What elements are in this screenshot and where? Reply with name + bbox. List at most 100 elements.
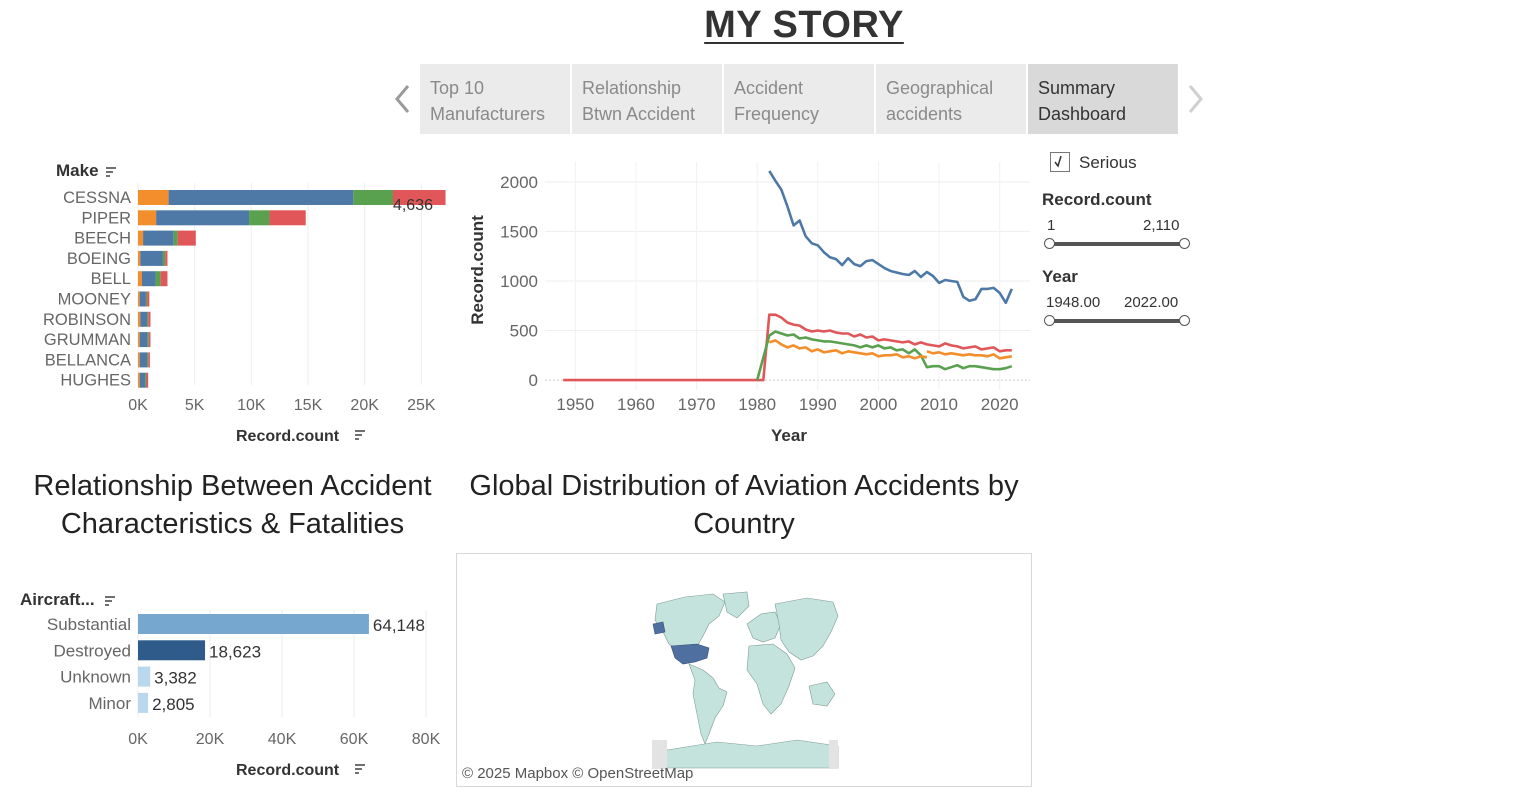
make-bar-segment <box>145 372 147 388</box>
south-america-landmass[interactable] <box>688 663 728 745</box>
damage-axis-header: Aircraft... <box>20 590 95 609</box>
line-series <box>768 170 1013 305</box>
damage-data-label: 64,148 <box>373 616 425 635</box>
line-x-tick-label: 2000 <box>860 395 898 414</box>
make-sort-icon <box>106 167 116 177</box>
make-bar-segment <box>138 291 140 307</box>
make-bar-segment <box>138 190 169 205</box>
make-bar-segment <box>139 291 146 307</box>
australia-landmass[interactable] <box>808 681 836 707</box>
story-tab-relationship[interactable]: Relationship Btwn Accident <box>572 64 722 134</box>
record-count-slider-max-handle[interactable] <box>1179 238 1190 249</box>
greenland-landmass[interactable] <box>722 591 750 619</box>
europe-landmass[interactable] <box>746 611 782 643</box>
relationship-sheet-title: Relationship Between Accident Characteri… <box>33 470 432 540</box>
story-title: MY STORY <box>704 4 904 46</box>
make-bar-segment <box>160 271 168 287</box>
make-bar-segment <box>140 311 148 327</box>
line-x-tick-label: 1950 <box>556 395 594 414</box>
tab-label-line2: Manufacturers <box>430 104 546 124</box>
make-bar-segment <box>156 210 250 226</box>
make-bar-segment <box>177 230 196 246</box>
year-slider-max-handle[interactable] <box>1179 315 1190 326</box>
make-axis-header: Make <box>56 161 99 180</box>
make-bar-segment <box>393 190 446 205</box>
damage-bar <box>138 640 206 661</box>
record-count-filter-max: 2,110 <box>1143 217 1180 234</box>
damage-data-label: 3,382 <box>154 669 197 688</box>
make-bar-segment <box>353 190 393 205</box>
make-x-tick-label: 25K <box>407 397 436 414</box>
make-category-label: BELLANCA <box>45 351 131 369</box>
damage-x-tick-label: 80K <box>412 731 441 748</box>
serious-checkbox[interactable] <box>1050 152 1070 172</box>
make-bar-segment <box>148 311 151 327</box>
damage-category-label: Unknown <box>60 668 131 687</box>
make-x-sort-icon <box>355 430 365 440</box>
make-bar-segment <box>147 332 149 348</box>
year-slider-track[interactable] <box>1048 319 1186 323</box>
make-bar-segment <box>249 210 270 226</box>
antarctica-landmass[interactable] <box>656 739 839 769</box>
previous-story-point-arrow-icon[interactable] <box>392 82 414 116</box>
story-tab-summary-dashboard[interactable]: Summary Dashboard <box>1028 64 1178 134</box>
make-category-label: PIPER <box>81 209 131 227</box>
tab-label-line1: Relationship <box>582 78 682 98</box>
make-x-tick-label: 5K <box>185 397 205 414</box>
line-x-tick-label: 1980 <box>738 395 776 414</box>
make-bar-segment <box>138 230 144 246</box>
make-x-tick-label: 15K <box>294 397 323 414</box>
make-bar-segment <box>138 372 140 388</box>
make-bar-segment <box>145 291 148 307</box>
line-x-tick-label: 2020 <box>981 395 1019 414</box>
record-count-filter-title: Record.count <box>1042 190 1152 209</box>
united-states-highlight[interactable] <box>670 643 710 665</box>
make-data-label: 4,636 <box>393 197 433 214</box>
asia-landmass[interactable] <box>774 597 839 661</box>
story-tab-top-10-manufacturers[interactable]: Top 10 Manufacturers <box>420 64 570 134</box>
make-bar-segment <box>155 271 161 287</box>
make-bar-segment <box>139 352 148 368</box>
story-tab-accident-frequency[interactable]: Accident Frequency <box>724 64 874 134</box>
damage-category-label: Destroyed <box>54 641 131 660</box>
make-category-label: BELL <box>91 270 131 288</box>
record-count-slider-track[interactable] <box>1048 242 1186 246</box>
tab-label-line1: Summary <box>1038 78 1116 98</box>
year-record-count-line-chart: 0 500 1000 1500 2000 1950 1960 1970 1980 1990 2000… <box>468 162 1030 445</box>
make-bar-segment <box>147 291 150 307</box>
damage-data-label: 18,623 <box>209 642 261 661</box>
make-category-label: CESSNA <box>63 189 131 207</box>
next-story-point-arrow-icon[interactable] <box>1184 82 1206 116</box>
africa-landmass[interactable] <box>746 643 796 715</box>
year-filter-title: Year <box>1042 267 1078 286</box>
make-bar-segment <box>148 352 150 368</box>
make-category-label: GRUMMAN <box>44 331 131 349</box>
tab-label-line2: Btwn Accident <box>582 104 696 124</box>
make-category-label: BOEING <box>67 250 131 268</box>
tab-label-line1: Top 10 <box>430 78 485 98</box>
record-count-slider-min-handle[interactable] <box>1044 238 1055 249</box>
damage-x-tick-label: 40K <box>268 731 297 748</box>
make-bar-segment <box>147 352 149 368</box>
line-x-tick-label: 1970 <box>678 395 716 414</box>
world-map[interactable] <box>456 553 1032 787</box>
line-x-axis-title: Year <box>771 426 807 445</box>
line-series <box>926 350 1013 360</box>
make-stacked-bar-chart: Make CESSNA PIPER BEECH BOEING BELL MOONEY ROBI… <box>43 161 446 445</box>
damage-bar <box>138 614 369 634</box>
make-bar-segment <box>168 190 354 205</box>
year-slider-min-handle[interactable] <box>1044 315 1055 326</box>
damage-category-label: Minor <box>88 694 131 713</box>
make-bar-segment <box>143 230 174 246</box>
make-category-label: BEECH <box>74 230 131 248</box>
alaska-highlight[interactable] <box>652 621 666 635</box>
story-tab-geographical[interactable]: Geographical accidents <box>876 64 1026 134</box>
damage-data-label: 2,805 <box>152 695 195 714</box>
make-bar-segment <box>141 271 156 287</box>
damage-x-tick-label: 60K <box>340 731 369 748</box>
make-x-tick-label: 10K <box>237 397 266 414</box>
line-y-axis-title: Record.count <box>468 215 487 325</box>
year-filter-min: 1948.00 <box>1046 294 1101 311</box>
make-bar-segment <box>138 311 141 327</box>
line-series <box>755 330 1013 381</box>
